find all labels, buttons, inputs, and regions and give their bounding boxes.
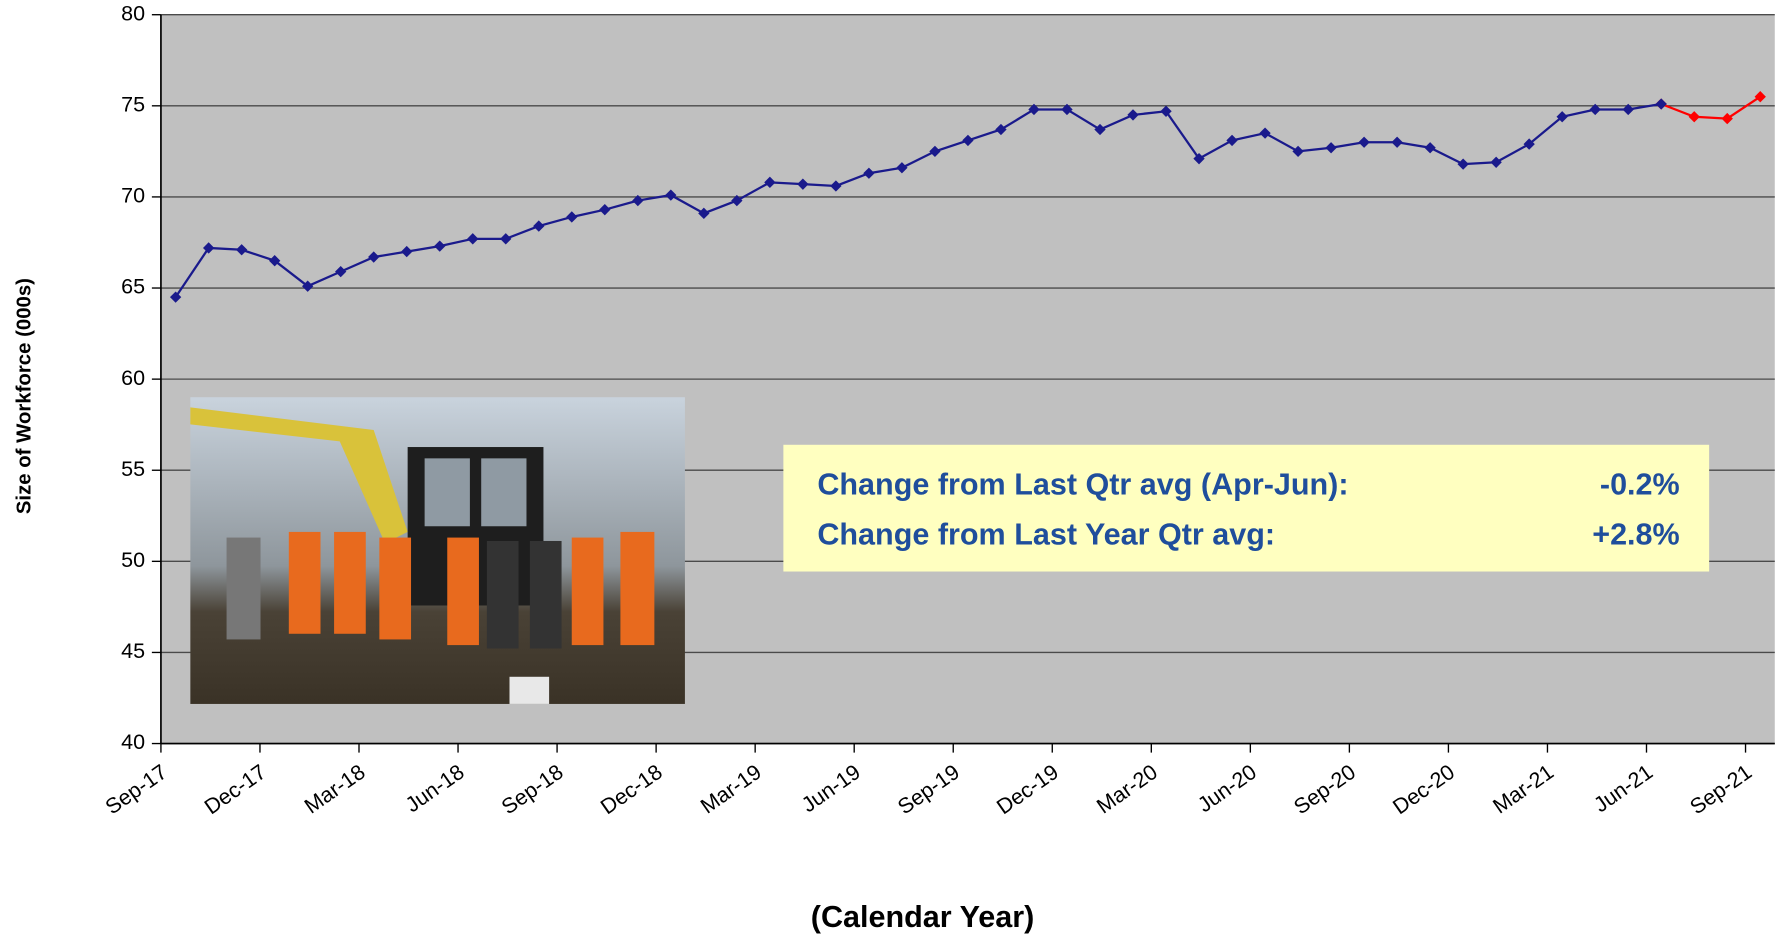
x-tick-label: Dec-20 [1389,760,1460,819]
data-point [1622,103,1634,116]
x-tick-label: Mar-19 [696,760,766,819]
data-point [863,167,875,179]
data-point [1028,103,1040,116]
data-point [1127,109,1139,121]
y-tick-label: 55 [121,457,145,481]
data-point [1061,103,1073,116]
annotation-value: +2.8% [1592,518,1679,552]
y-tick-label: 45 [121,639,145,663]
data-point [731,194,743,207]
data-point [1226,134,1238,147]
x-tick-label: Sep-17 [101,760,172,819]
x-tick-label: Mar-20 [1092,760,1162,819]
x-tick-label: Sep-20 [1289,760,1360,819]
x-tick-label: Dec-17 [200,760,271,819]
x-tick-label: Jun-18 [401,760,469,817]
x-tick-label: Mar-21 [1489,760,1559,819]
data-point [962,134,974,147]
x-axis-label: (Calendar Year) [811,900,1035,934]
data-point [797,178,809,190]
series-line [174,102,1662,298]
data-point [401,245,413,258]
data-point [1325,142,1337,154]
data-point [632,194,644,207]
data-point [1523,138,1535,150]
data-point [896,162,908,174]
data-point [599,204,611,216]
data-point [467,233,479,245]
data-point [1688,111,1700,123]
data-point [1193,152,1205,165]
x-tick-label: Mar-18 [300,760,370,819]
data-point [698,207,710,219]
y-tick-label: 60 [121,366,145,390]
x-tick-label: Dec-19 [992,760,1063,819]
annotation-box [783,444,1710,572]
data-point [500,233,512,245]
data-point [1721,112,1733,125]
data-point [169,291,182,303]
data-point [236,244,248,256]
x-tick-label: Dec-18 [596,760,667,819]
data-point [202,242,215,254]
data-point [302,280,314,292]
data-point [1424,142,1436,154]
data-point [1160,105,1172,117]
data-point [995,123,1007,136]
annotation: Change from Last Qtr avg (Apr-Jun): -0.2%… [783,444,1710,572]
data-point [1754,91,1766,103]
data-point [434,240,446,252]
data-point [929,145,941,158]
data-point [665,189,677,201]
y-tick-label: 70 [121,184,145,208]
x-tick-label: Jun-20 [1193,760,1261,817]
data-point [764,176,776,189]
data-point [269,255,281,267]
data-point [1589,103,1601,116]
data-point [368,251,380,263]
photo [190,397,685,704]
annotation-label: Change from Last Year Qtr avg: [817,518,1275,552]
y-tick-label: 50 [121,548,145,572]
data-point [830,180,842,192]
data-point [1292,145,1304,158]
data-point [566,211,578,223]
y-tick-label: 75 [121,92,145,116]
y-axis-label: Size of Workforce (000s) [13,278,35,514]
y-tick-label: 80 [121,1,145,25]
x-tick-label: Sep-18 [497,760,568,819]
x-tick-label: Sep-19 [893,760,964,819]
data-point [1457,158,1469,170]
series-line [1660,95,1761,120]
data-point [1490,156,1502,168]
y-tick-label: 40 [121,730,145,754]
x-tick-label: Jun-19 [797,760,865,817]
data-point [533,220,545,232]
annotation-value: -0.2% [1600,468,1680,502]
y-tick-label: 65 [121,275,145,299]
data-point [335,265,347,278]
data-point [1556,111,1568,123]
data-point [1094,123,1106,136]
x-tick-label: Jun-21 [1590,760,1658,817]
x-tick-label: Sep-21 [1686,760,1757,819]
annotation-label: Change from Last Qtr avg (Apr-Jun): [817,468,1348,502]
